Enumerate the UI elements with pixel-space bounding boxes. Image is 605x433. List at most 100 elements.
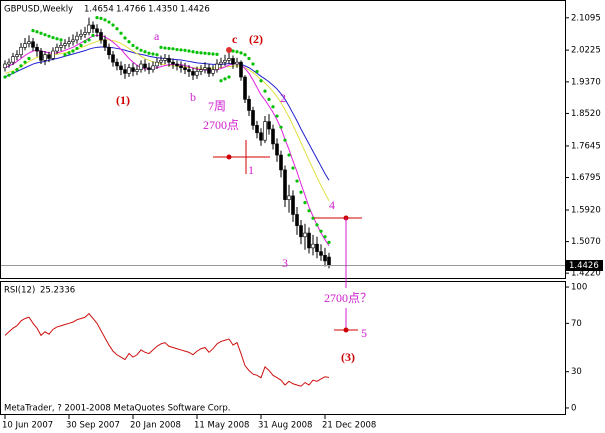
candle-body: [127, 67, 131, 74]
candle-body: [263, 121, 267, 141]
sar-dot: [55, 37, 59, 41]
candle-body: [163, 58, 167, 61]
annotation: (1): [116, 93, 130, 107]
candle-body: [227, 58, 231, 61]
candle-body: [183, 67, 187, 70]
sar-dot: [67, 51, 71, 55]
sar-dot: [159, 45, 163, 49]
annotation: 2700点: [203, 118, 239, 132]
candle-body: [27, 41, 31, 44]
sar-dot: [3, 75, 7, 79]
candle-body: [135, 69, 139, 72]
sar-dot: [155, 53, 159, 57]
sar-dot: [111, 23, 115, 27]
sar-dot: [307, 209, 311, 213]
candle-body: [79, 34, 83, 37]
sar-dot: [279, 125, 283, 129]
sar-dot: [291, 166, 295, 170]
markers: [213, 47, 362, 333]
candle-body: [323, 255, 327, 262]
sar-dot: [163, 46, 167, 50]
candle-body: [275, 143, 279, 156]
candle-body: [39, 50, 43, 61]
candle-body: [159, 60, 163, 63]
rsi-value: 25.2336: [40, 286, 75, 296]
current-price-box: [566, 260, 603, 272]
sar-dot: [227, 75, 231, 79]
sar-dot: [115, 27, 119, 31]
candle-body: [123, 69, 127, 74]
candle-body: [319, 251, 323, 256]
marker-dot: [343, 327, 349, 333]
candle-body: [63, 43, 67, 46]
candle-body: [167, 58, 171, 63]
annotation: c: [232, 32, 238, 46]
sar-dot: [47, 34, 51, 38]
sar-dot: [327, 240, 331, 244]
candle-body: [43, 54, 47, 61]
candle-body: [3, 63, 7, 69]
annotation: 1: [248, 163, 254, 177]
chart-title: GBPUSD,Weekly: [4, 5, 73, 15]
candle-body: [187, 69, 191, 72]
sar-dot: [131, 43, 135, 48]
sar-dot: [303, 200, 307, 205]
candle-body: [47, 54, 51, 59]
sar-dot: [263, 89, 267, 93]
sar-dot: [135, 46, 139, 50]
plot-layer: 2.1095 2.0225 1.9370 1.8520 1.7645 1.6795 1.59…: [1, 13, 603, 431]
candle-body: [147, 67, 151, 70]
y-tick-label: 1.8520: [571, 109, 601, 119]
candle-body: [51, 50, 55, 59]
sar-dot: [119, 31, 123, 35]
candle-body: [131, 67, 135, 72]
candle-body: [287, 195, 291, 200]
candle-body: [203, 67, 207, 70]
annotation: 2700点？: [324, 291, 372, 305]
copyright: MetaTrader, ? 2001-2008 MetaQuotes Softw…: [4, 404, 231, 414]
candle-body: [295, 214, 299, 226]
candle-body: [255, 125, 259, 134]
candle-body: [311, 243, 315, 249]
sar-dot: [183, 48, 187, 52]
candle-body: [95, 28, 99, 33]
y-tick-label: 1.9370: [571, 77, 601, 87]
annotation: 5: [361, 326, 367, 340]
sar-dot: [103, 18, 107, 22]
annotation: 4: [329, 198, 335, 212]
sar-dot: [283, 138, 287, 142]
annotation: 7周: [208, 99, 226, 113]
candle-body: [87, 24, 91, 33]
candle-body: [83, 32, 87, 35]
sar-dot: [311, 216, 315, 220]
candle-body: [91, 24, 95, 30]
y-tick-label: 1.5920: [571, 206, 601, 216]
main-panel: [0, 0, 566, 279]
candle-body: [259, 132, 263, 141]
annotation: (3): [341, 350, 355, 364]
moving-average: [4, 34, 330, 246]
sar-dot: [235, 50, 239, 54]
sar-dot: [127, 40, 131, 44]
candle-body: [251, 110, 255, 126]
candle-body: [271, 128, 275, 145]
candle-body: [215, 63, 219, 70]
candle-body: [75, 35, 79, 41]
rsi-title: RSI(12): [4, 286, 35, 296]
candle-body: [267, 121, 271, 130]
open-label: 1.4654: [84, 5, 114, 15]
candle-body: [139, 63, 143, 70]
sar-dot: [39, 31, 43, 35]
sar-dot: [63, 53, 67, 57]
close-label: 1.4426: [180, 5, 210, 15]
annotation: 2: [280, 91, 286, 105]
y-tick-label: 1.6795: [571, 173, 601, 183]
candle-body: [199, 69, 203, 72]
candle-body: [247, 99, 251, 111]
sar-dot: [175, 47, 179, 52]
sar-dot: [83, 40, 87, 44]
annotation: b: [190, 90, 196, 104]
sar-dot: [243, 53, 247, 57]
sar-dot: [323, 235, 327, 239]
